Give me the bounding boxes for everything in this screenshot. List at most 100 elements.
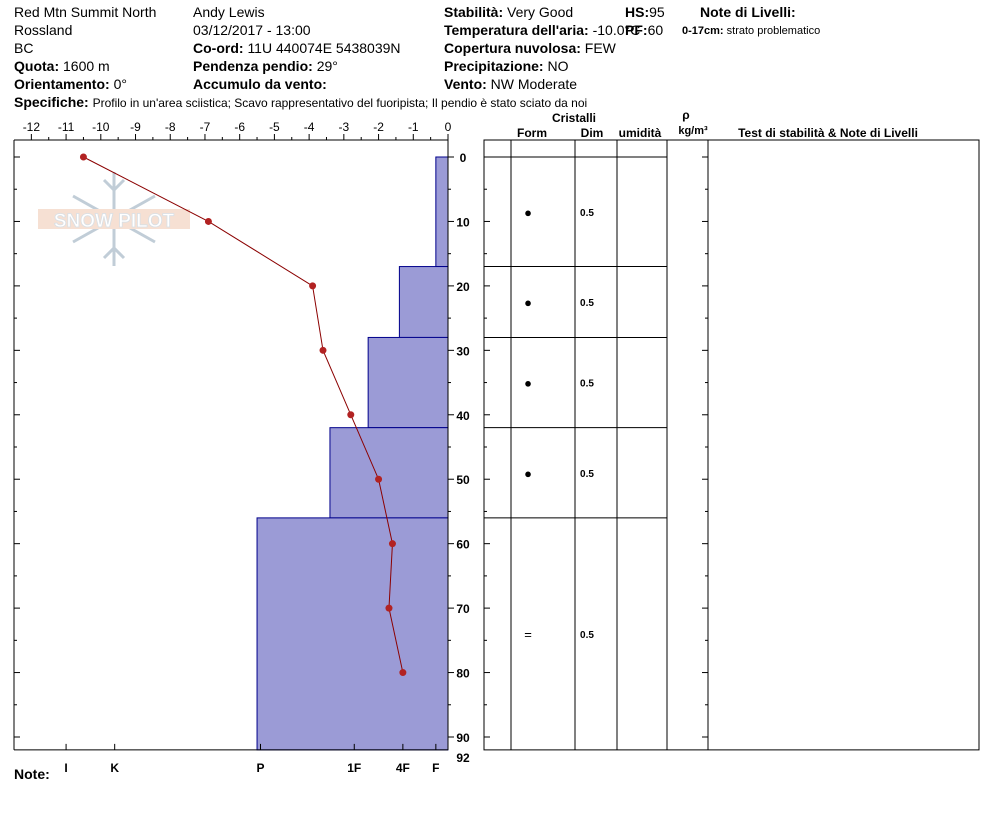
elevation-value: 1600 m: [63, 58, 110, 74]
precip-value: NO: [547, 58, 569, 74]
depth-tick-label: 10: [456, 215, 470, 229]
hs: HS:95: [625, 4, 665, 20]
air-temp-value: -10.0°C: [592, 22, 641, 38]
elevation-label: Quota:: [14, 58, 60, 74]
pf-value: 60: [647, 22, 664, 38]
temperature-profile: [79, 153, 407, 677]
notes-label: Note:: [14, 766, 50, 782]
hardness-bar: [398, 266, 449, 338]
temp-point: [388, 540, 396, 548]
grain-form-icon: =: [524, 627, 532, 642]
axes: -12 -11 -10 -9 -8 -7 -6 -5 -4 -3 -2 -1 0010203040506…: [13, 120, 708, 775]
slope-value: 29°: [316, 58, 338, 74]
sky-value: FEW: [584, 40, 616, 56]
stability: Stabilità: Very Good: [444, 4, 573, 20]
hardness-label: F: [432, 761, 439, 775]
layer-note-text: strato problematico: [726, 25, 821, 37]
grain-size: 0.5: [580, 379, 594, 390]
depth-tick-label: 0: [460, 151, 467, 165]
depth-max-label: 92: [456, 751, 470, 765]
coord-label: Co-ord:: [193, 40, 244, 56]
stability-notes-header: Test di stabilità & Note di Livelli: [738, 126, 918, 140]
temp-point: [347, 411, 355, 419]
temp-tick-label: -3: [339, 120, 350, 134]
grain-form-icon: ●: [524, 376, 532, 391]
grain-form-icon: ●: [524, 205, 532, 220]
hardness-bar: [367, 336, 449, 429]
temp-point: [79, 153, 87, 161]
size-header: Dim: [581, 126, 604, 140]
pf-label: PF:: [625, 22, 648, 38]
layer-notes-title: Note di Livelli:: [700, 4, 796, 20]
hs-value: 95: [649, 4, 665, 20]
specifics: Specifiche: Profilo in un'area sciistica…: [14, 94, 587, 111]
hardness-label: P: [257, 761, 265, 775]
temp-tick-label: -8: [165, 120, 176, 134]
temp-tick-label: -11: [58, 120, 75, 134]
depth-tick-label: 30: [456, 344, 470, 358]
precipitation: Precipitazione: NO: [444, 58, 568, 74]
temp-point: [204, 217, 212, 225]
temp-tick-label: -10: [92, 120, 110, 134]
form-header: Form: [517, 126, 547, 140]
hardness-bars: [256, 156, 449, 751]
depth-tick-label: 70: [456, 602, 470, 616]
grain-form-icon: ●: [524, 295, 532, 310]
grain-size: 0.5: [580, 298, 594, 309]
aspect-label: Orientamento:: [14, 76, 110, 92]
grain-size: 0.5: [580, 208, 594, 219]
slope: Pendenza pendio: 29°: [193, 58, 338, 74]
table-frame: [483, 139, 980, 751]
sky-cover: Copertura nuvolosa: FEW: [444, 40, 616, 56]
wind-loading-label: Accumulo da vento:: [193, 76, 327, 92]
temp-tick-label: -7: [200, 120, 211, 134]
coord-value: 11U 440074E 5438039N: [247, 40, 401, 56]
aspect: Orientamento: 0°: [14, 76, 127, 92]
density-unit-header: kg/m³: [678, 125, 708, 137]
logo-band: [38, 209, 190, 229]
wind-label: Vento:: [444, 76, 487, 92]
temp-point: [385, 604, 393, 612]
grain-size: 0.5: [580, 630, 594, 641]
air-temp-label: Temperatura dell'aria:: [444, 22, 589, 38]
hs-label: HS:: [625, 4, 650, 20]
specifics-text: Profilo in un'area sciistica; Scavo rapp…: [92, 96, 588, 110]
rho-header: ρ: [682, 108, 689, 122]
depth-tick-label: 80: [456, 667, 470, 681]
location: Red Mtn Summit North: [14, 4, 157, 20]
temp-tick-label: -12: [23, 120, 41, 134]
temp-point: [399, 669, 407, 677]
layer-note-range: 0-17cm:: [682, 25, 724, 37]
temp-tick-label: -2: [373, 120, 384, 134]
coord: Co-ord: 11U 440074E 5438039N: [193, 40, 401, 56]
layer-note: 0-17cm: strato problematico: [682, 23, 820, 39]
precip-label: Precipitazione:: [444, 58, 544, 74]
datetime: 03/12/2017 - 13:00: [193, 22, 311, 38]
grain-form-icon: ●: [524, 466, 532, 481]
temp-tick-label: -9: [130, 120, 141, 134]
depth-tick-label: 90: [456, 731, 470, 745]
crystals-header: Cristalli: [552, 111, 596, 125]
elevation: Quota: 1600 m: [14, 58, 110, 74]
hardness-label: 4F: [396, 761, 410, 775]
depth-tick-label: 40: [456, 409, 470, 423]
stability-value: Very Good: [507, 4, 574, 20]
temp-tick-label: 0: [445, 120, 452, 134]
temp-tick-label: -1: [408, 120, 419, 134]
region: Rossland: [14, 22, 73, 38]
wind-loading: Accumulo da vento:: [193, 76, 327, 92]
sky-label: Copertura nuvolosa:: [444, 40, 581, 56]
stability-label: Stabilità:: [444, 4, 504, 20]
grain-size: 0.5: [580, 469, 594, 480]
depth-tick-label: 50: [456, 473, 470, 487]
pf: PF:60: [625, 22, 663, 38]
hardness-bar: [435, 156, 449, 268]
temp-point: [375, 475, 383, 483]
logo-text: SNOW PILOT: [54, 211, 175, 232]
wind-value: NW Moderate: [490, 76, 578, 92]
temp-point: [309, 282, 317, 290]
aspect-value: 0°: [113, 76, 127, 92]
snowpilot-logo: SNOW PILOT: [38, 172, 190, 266]
observer: Andy Lewis: [193, 4, 265, 20]
